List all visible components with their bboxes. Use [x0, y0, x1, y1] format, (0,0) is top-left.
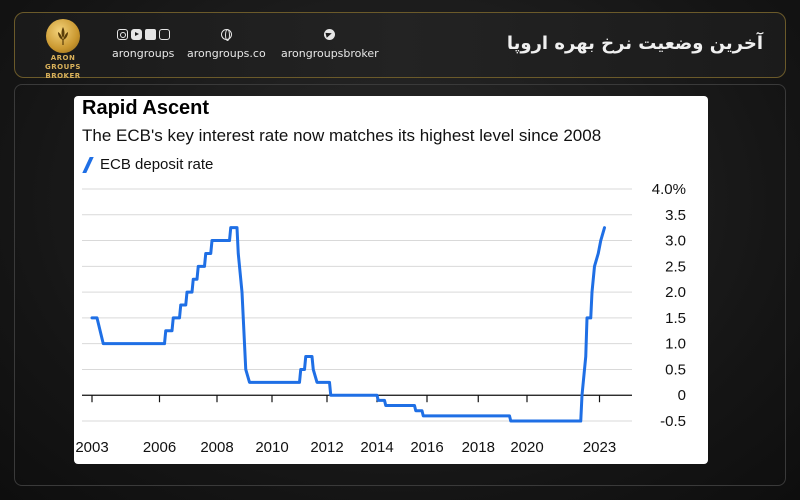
legend-label: ECB deposit rate: [100, 156, 214, 173]
social-website[interactable]: arongroups.co: [187, 29, 266, 60]
x-tick-label: 2016: [410, 439, 443, 456]
page-title: آخرین وضعیت نرخ بهره اروپا: [506, 33, 763, 54]
x-tick-label: 2012: [310, 439, 343, 456]
y-tick-label: 2.5: [665, 258, 686, 275]
series-line-ecb-deposit-rate: [90, 226, 606, 423]
x-tick-label: 2003: [75, 439, 108, 456]
x-tick-label: 2020: [510, 439, 543, 456]
chart-title: Rapid Ascent: [82, 97, 210, 119]
y-tick-label: 3.0: [665, 233, 686, 250]
app-icon[interactable]: [158, 29, 170, 40]
x-tick-label: 2006: [143, 439, 176, 456]
chart-legend: ECB deposit rate: [82, 156, 213, 173]
chart-card: Rapid Ascent The ECB's key interest rate…: [74, 96, 708, 464]
globe-icon: [220, 29, 232, 41]
linkedin-icon[interactable]: [144, 29, 156, 40]
social-telegram[interactable]: arongroupsbroker: [281, 29, 379, 60]
header-bar: ARON GROUPS BROKER arongroups arongroups…: [14, 12, 786, 80]
x-tick-label: 2014: [360, 439, 393, 456]
logo-line-2: GROUPS: [45, 63, 81, 71]
logo-line-1: ARON: [50, 54, 76, 62]
y-tick-label: 0.5: [665, 361, 686, 378]
y-tick-label: 1.0: [665, 336, 686, 353]
x-tick-label: 2008: [200, 439, 233, 456]
social-label-telegram: arongroupsbroker: [281, 47, 379, 60]
x-tick-label: 2023: [583, 439, 616, 456]
y-tick-label: -0.5: [660, 413, 686, 430]
content-frame: [14, 84, 786, 486]
x-tick-label: 2018: [462, 439, 495, 456]
y-tick-label: 2.0: [665, 284, 686, 301]
youtube-icon[interactable]: [130, 29, 142, 40]
social-label-arongroups: arongroups: [112, 47, 175, 60]
social-label-website: arongroups.co: [187, 47, 266, 60]
wheat-logo-icon: [46, 19, 80, 53]
instagram-icon[interactable]: [116, 29, 128, 40]
y-tick-label: 0: [678, 387, 686, 404]
telegram-icon: [324, 29, 336, 40]
y-tick-label: 1.5: [665, 310, 686, 327]
logo-line-3: BROKER: [45, 72, 81, 80]
aron-groups-logo: ARON GROUPS BROKER: [33, 19, 93, 80]
y-tick-label: 4.0%: [652, 181, 686, 198]
chart-plot: 4.0% 3.5 3.0 2.5 2.0 1.5 1.0 0.5 0 -0.5 2003 2006 20…: [75, 181, 686, 456]
chart-subtitle: The ECB's key interest rate now matches …: [82, 126, 602, 145]
social-arongroups[interactable]: arongroups: [112, 29, 174, 60]
y-tick-label: 3.5: [665, 207, 686, 224]
x-tick-label: 2010: [255, 439, 288, 456]
